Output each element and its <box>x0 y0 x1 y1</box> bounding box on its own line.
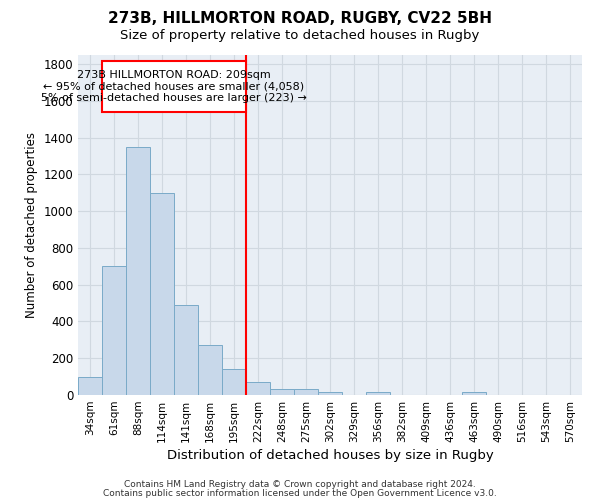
Bar <box>174 305 198 395</box>
Text: 273B HILLMORTON ROAD: 209sqm
← 95% of detached houses are smaller (4,058)
5% of : 273B HILLMORTON ROAD: 209sqm ← 95% of de… <box>41 70 307 103</box>
Bar <box>102 60 246 112</box>
Bar <box>318 392 342 395</box>
Text: 273B, HILLMORTON ROAD, RUGBY, CV22 5BH: 273B, HILLMORTON ROAD, RUGBY, CV22 5BH <box>108 11 492 26</box>
Bar <box>150 193 174 395</box>
Bar <box>462 392 486 395</box>
Text: Contains HM Land Registry data © Crown copyright and database right 2024.: Contains HM Land Registry data © Crown c… <box>124 480 476 489</box>
Bar <box>78 376 102 395</box>
X-axis label: Distribution of detached houses by size in Rugby: Distribution of detached houses by size … <box>167 449 493 462</box>
Text: Size of property relative to detached houses in Rugby: Size of property relative to detached ho… <box>121 29 479 42</box>
Bar <box>294 388 318 395</box>
Bar <box>126 147 150 395</box>
Bar <box>270 388 294 395</box>
Text: Contains public sector information licensed under the Open Government Licence v3: Contains public sector information licen… <box>103 489 497 498</box>
Y-axis label: Number of detached properties: Number of detached properties <box>25 132 38 318</box>
Bar <box>198 346 222 395</box>
Bar <box>246 382 270 395</box>
Bar <box>102 266 126 395</box>
Bar <box>222 370 246 395</box>
Bar <box>366 392 390 395</box>
